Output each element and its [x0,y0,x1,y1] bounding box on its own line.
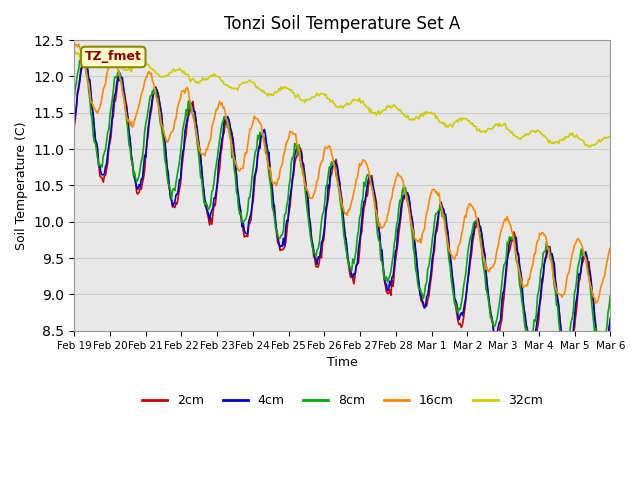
Line: 16cm: 16cm [74,44,611,303]
Text: TZ_fmet: TZ_fmet [85,50,141,63]
16cm [465,201,473,207]
16cm [397,174,404,180]
16cm [371,206,379,212]
32cm [72,48,79,54]
2cm [371,194,379,200]
32cm [607,134,614,140]
8cm [607,293,614,299]
4cm [397,205,404,211]
X-axis label: Time: Time [327,356,358,369]
Title: Tonzi Soil Temperature Set A: Tonzi Soil Temperature Set A [224,15,460,33]
8cm [525,335,532,341]
2cm [238,221,246,227]
4cm [371,198,379,204]
2cm [607,320,614,326]
4cm [79,54,87,60]
4cm [238,224,246,229]
2cm [559,335,567,341]
32cm [298,97,305,103]
2cm [81,58,88,64]
2cm [298,148,305,154]
4cm [559,335,567,341]
32cm [371,110,379,116]
Legend: 2cm, 4cm, 8cm, 16cm, 32cm: 2cm, 4cm, 8cm, 16cm, 32cm [137,389,548,412]
8cm [298,165,305,170]
8cm [70,96,78,102]
32cm [70,51,78,57]
16cm [607,245,614,251]
8cm [238,219,246,225]
4cm [70,120,78,125]
16cm [298,162,305,168]
8cm [397,200,404,206]
Line: 32cm: 32cm [74,51,611,147]
16cm [592,300,600,306]
32cm [465,118,473,123]
8cm [465,241,473,247]
2cm [465,269,473,275]
32cm [586,144,594,150]
32cm [238,81,246,86]
4cm [607,315,614,321]
Y-axis label: Soil Temperature (C): Soil Temperature (C) [15,121,28,250]
8cm [78,52,86,58]
8cm [559,335,567,341]
16cm [238,166,246,171]
32cm [558,137,566,143]
4cm [298,149,305,155]
Line: 2cm: 2cm [74,61,611,338]
8cm [371,201,379,206]
16cm [558,294,566,300]
Line: 8cm: 8cm [74,55,611,338]
Line: 4cm: 4cm [74,57,611,338]
32cm [397,108,404,113]
2cm [397,214,404,219]
16cm [70,45,78,51]
2cm [492,335,500,341]
2cm [70,125,78,131]
4cm [465,264,473,270]
4cm [525,335,532,341]
16cm [75,41,83,47]
